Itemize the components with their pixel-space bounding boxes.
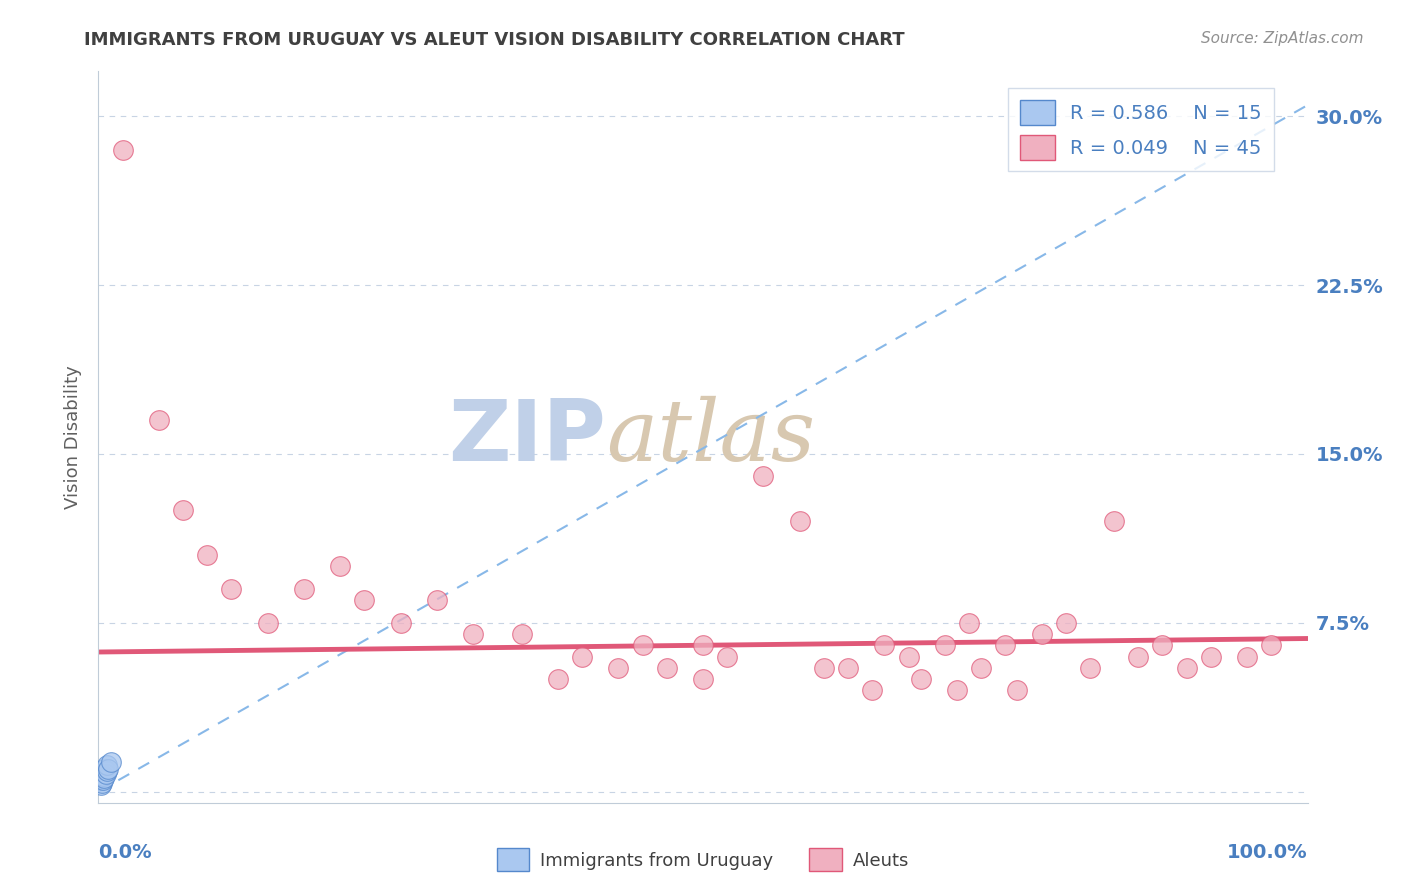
- Point: [91, 766, 114, 780]
- Point: [91, 771, 114, 785]
- Point: [1152, 638, 1174, 652]
- Point: [426, 593, 449, 607]
- Y-axis label: Vision Disability: Vision Disability: [65, 365, 83, 509]
- Point: [195, 548, 218, 562]
- Point: [752, 469, 775, 483]
- Point: [1175, 661, 1198, 675]
- Text: 100.0%: 100.0%: [1227, 843, 1308, 862]
- Point: [97, 762, 120, 776]
- Point: [292, 582, 315, 596]
- Point: [463, 627, 485, 641]
- Text: atlas: atlas: [606, 396, 815, 478]
- Point: [837, 661, 859, 675]
- Point: [172, 503, 194, 517]
- Point: [1128, 649, 1150, 664]
- Point: [96, 764, 118, 779]
- Point: [692, 672, 714, 686]
- Text: 0.0%: 0.0%: [98, 843, 152, 862]
- Text: Source: ZipAtlas.com: Source: ZipAtlas.com: [1201, 31, 1364, 46]
- Point: [1199, 649, 1222, 664]
- Point: [1260, 638, 1282, 652]
- Point: [89, 773, 111, 788]
- Legend: Immigrants from Uruguay, Aleuts: Immigrants from Uruguay, Aleuts: [489, 841, 917, 879]
- Point: [910, 672, 932, 686]
- Point: [1007, 683, 1029, 698]
- Point: [547, 672, 569, 686]
- Point: [93, 771, 115, 785]
- Point: [510, 627, 533, 641]
- Point: [970, 661, 993, 675]
- Point: [329, 559, 352, 574]
- Point: [789, 515, 811, 529]
- Point: [221, 582, 243, 596]
- Legend: R = 0.586    N = 15, R = 0.049    N = 45: R = 0.586 N = 15, R = 0.049 N = 45: [1008, 88, 1274, 171]
- Point: [100, 756, 122, 770]
- Point: [934, 638, 956, 652]
- Point: [389, 615, 412, 630]
- Text: ZIP: ZIP: [449, 395, 606, 479]
- Point: [96, 757, 118, 772]
- Point: [1102, 515, 1125, 529]
- Point: [1078, 661, 1101, 675]
- Point: [91, 769, 114, 783]
- Point: [994, 638, 1017, 652]
- Point: [111, 143, 134, 157]
- Point: [957, 615, 980, 630]
- Point: [607, 661, 630, 675]
- Point: [1054, 615, 1077, 630]
- Point: [873, 638, 896, 652]
- Point: [860, 683, 883, 698]
- Point: [946, 683, 969, 698]
- Point: [692, 638, 714, 652]
- Point: [1031, 627, 1053, 641]
- Point: [91, 775, 114, 789]
- Point: [897, 649, 920, 664]
- Point: [716, 649, 738, 664]
- Point: [655, 661, 678, 675]
- Point: [353, 593, 375, 607]
- Text: IMMIGRANTS FROM URUGUAY VS ALEUT VISION DISABILITY CORRELATION CHART: IMMIGRANTS FROM URUGUAY VS ALEUT VISION …: [84, 31, 905, 49]
- Point: [90, 778, 112, 792]
- Point: [1236, 649, 1258, 664]
- Point: [93, 762, 115, 776]
- Point: [813, 661, 835, 675]
- Point: [256, 615, 278, 630]
- Point: [148, 413, 170, 427]
- Point: [91, 773, 114, 788]
- Point: [571, 649, 593, 664]
- Point: [631, 638, 654, 652]
- Point: [90, 773, 112, 788]
- Point: [94, 766, 117, 780]
